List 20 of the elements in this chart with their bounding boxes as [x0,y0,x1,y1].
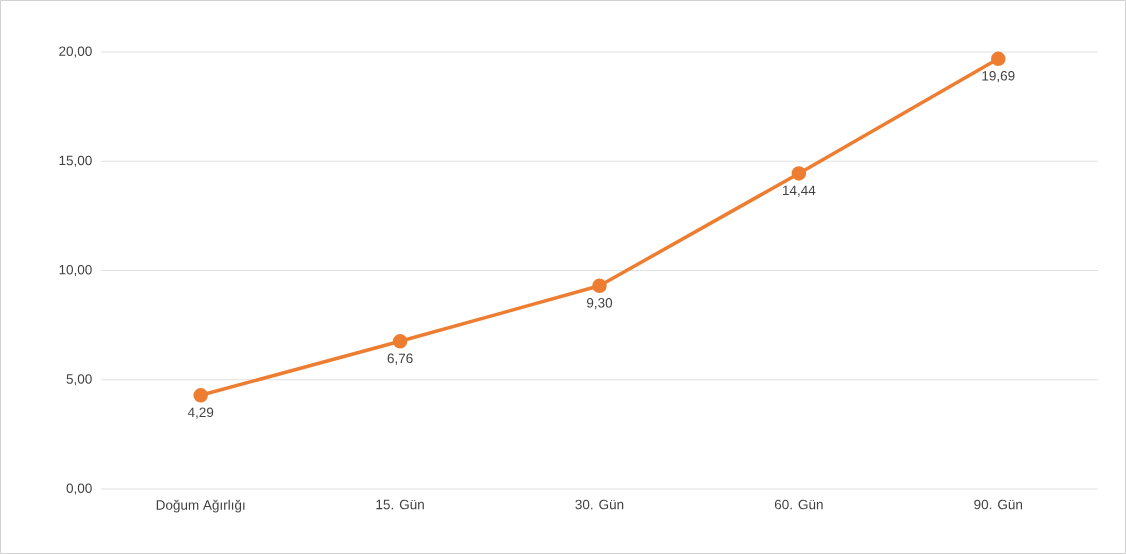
data-label: 4,29 [187,407,214,419]
point [193,388,208,403]
x-tick-label: 60. Gün [774,499,823,510]
data-label: 19,69 [982,71,1015,83]
data-label: 6,76 [387,353,413,365]
x-tick-label: 15. Gün [376,499,424,510]
data-label: 14,44 [783,185,816,197]
x-tick-label: 30. Gün [575,499,624,510]
data-label: 9,30 [586,298,613,310]
y-tick-label: 10,00 [59,264,92,277]
point [592,278,607,294]
point [392,334,408,349]
point [791,166,807,181]
x-tick-label: 90. Gün [974,499,1022,510]
y-tick-label: 5,00 [66,374,92,386]
point [991,51,1006,67]
y-tick-label: 20,00 [59,46,92,58]
y-tick-label: 15,00 [59,155,92,167]
x-tick-label: Doğum Ağırlığı [156,499,245,513]
y-tick-label: 0,00 [66,483,92,495]
